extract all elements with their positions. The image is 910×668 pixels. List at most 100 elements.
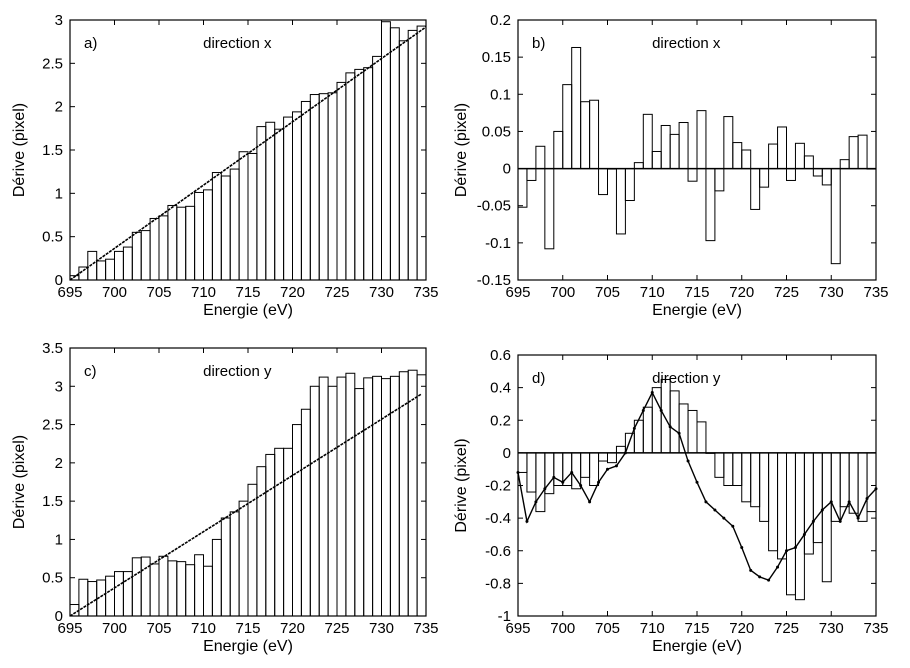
x-tick-label: 705 — [146, 620, 171, 637]
y-tick-label: 3 — [55, 378, 63, 395]
bar — [256, 466, 267, 617]
bar — [131, 557, 142, 617]
y-tick-label: 2.5 — [42, 417, 63, 434]
bar — [345, 372, 356, 617]
bar — [327, 385, 338, 617]
x-tick-label: 715 — [235, 284, 260, 301]
panel-title: direction x — [203, 35, 272, 52]
bar — [229, 511, 240, 617]
bar — [526, 452, 537, 493]
x-tick-label: 705 — [146, 284, 171, 301]
bar — [839, 452, 850, 508]
bar — [642, 406, 653, 454]
bar — [203, 565, 213, 617]
bar — [309, 94, 320, 281]
bar — [660, 124, 671, 170]
bar — [633, 162, 644, 170]
bar — [544, 168, 555, 250]
bar — [803, 155, 814, 170]
bar — [777, 126, 787, 170]
x-tick-label: 735 — [863, 284, 888, 301]
x-tick-label: 735 — [863, 620, 888, 637]
y-tick-label: 0.6 — [490, 347, 511, 364]
panel-label: a) — [84, 35, 97, 52]
bar — [416, 374, 427, 617]
bar — [598, 168, 608, 196]
line-point — [713, 508, 717, 512]
y-tick-label: 0.1 — [490, 86, 511, 103]
bar — [812, 452, 823, 544]
bar — [687, 409, 698, 454]
y-tick-label: -0.15 — [477, 272, 511, 289]
bar — [345, 72, 356, 281]
bar — [158, 215, 169, 281]
bar — [185, 205, 196, 281]
y-tick-label: 0.2 — [490, 12, 511, 29]
x-tick-label: 725 — [774, 284, 799, 301]
x-tick-label: 700 — [102, 284, 127, 301]
y-tick-label: 3.5 — [42, 340, 63, 357]
bar — [274, 447, 285, 617]
chart-panel-4: 695 700 705 710 715 720 725 730 735 -1 -0.8 -0.6 -0.… — [453, 347, 889, 655]
bar — [839, 159, 850, 170]
x-tick-label: 710 — [191, 620, 216, 637]
bar — [794, 142, 805, 170]
bar — [615, 168, 626, 235]
bar — [274, 128, 285, 281]
y-tick-label: -0.6 — [485, 543, 511, 560]
bar — [571, 46, 582, 170]
line-point — [659, 408, 663, 412]
bar — [741, 452, 752, 503]
panel-title: direction y — [203, 363, 272, 380]
line-point — [543, 487, 547, 491]
line-point — [677, 431, 681, 435]
bar — [553, 452, 564, 486]
bar — [211, 538, 222, 617]
line-point — [588, 500, 592, 504]
bar — [714, 452, 725, 478]
bar — [354, 388, 365, 617]
bar — [669, 390, 680, 454]
line-point — [722, 516, 726, 520]
line-point — [561, 480, 565, 484]
bar — [526, 168, 537, 181]
bar — [624, 168, 635, 202]
line-point — [641, 408, 645, 412]
line-point — [534, 500, 538, 504]
x-axis-label: Energie (eV) — [203, 638, 293, 655]
x-axis-label: Energie (eV) — [203, 302, 293, 319]
y-tick-label: 3 — [55, 12, 63, 29]
bar — [372, 55, 383, 281]
line-point — [570, 470, 574, 474]
bar — [678, 122, 689, 170]
line-point — [614, 464, 618, 468]
bar — [265, 453, 276, 617]
bar — [185, 564, 196, 617]
x-tick-label: 730 — [819, 284, 844, 301]
line-point — [856, 516, 860, 520]
bar — [363, 67, 374, 281]
x-tick-label: 730 — [369, 284, 394, 301]
bar — [696, 421, 707, 454]
x-tick-label: 720 — [280, 284, 305, 301]
bar — [238, 151, 249, 281]
line-point — [650, 391, 654, 395]
y-axis-label: Dérive (pixel) — [11, 435, 28, 529]
bar — [768, 452, 779, 552]
x-tick-label: 715 — [684, 284, 709, 301]
y-tick-label: 0.5 — [42, 229, 63, 246]
y-tick-label: 2.5 — [42, 55, 63, 72]
bar — [149, 563, 160, 617]
bar — [786, 452, 796, 596]
bar — [176, 561, 187, 617]
y-tick-label: -0.2 — [485, 478, 511, 495]
bar — [194, 191, 205, 281]
x-tick-label: 710 — [640, 284, 665, 301]
line-point — [793, 545, 797, 549]
y-axis-label: Dérive (pixel) — [453, 103, 470, 197]
line-point — [704, 500, 708, 504]
bar — [247, 152, 258, 281]
line-point — [606, 467, 609, 471]
bar — [363, 377, 374, 617]
